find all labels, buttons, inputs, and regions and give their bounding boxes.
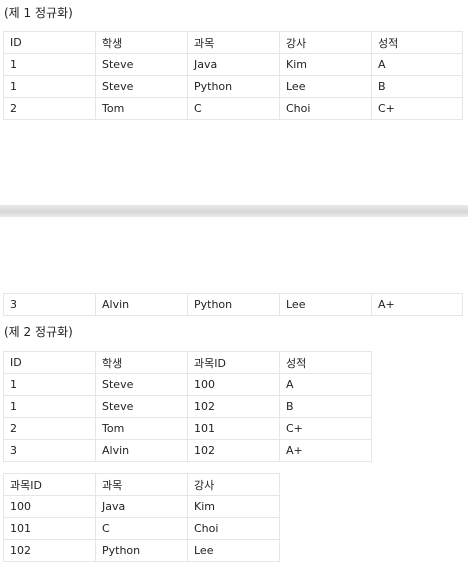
table-cell: Steve xyxy=(95,75,188,98)
table-cell: 102 xyxy=(187,439,280,462)
table-cell: 1 xyxy=(3,373,96,396)
second-normal-form-grades-table: ID 학생 과목ID 성적 1 Steve 100 A 1 Steve 102 … xyxy=(3,351,372,462)
table-cell: 102 xyxy=(187,395,280,418)
table-cell: 2 xyxy=(3,97,96,120)
table-cell: Tom xyxy=(95,97,188,120)
second-normal-form-course-table: 과목ID 과목 강사 100 Java Kim 101 C Choi 102 P… xyxy=(3,473,280,562)
first-normal-form-heading: (제 1 정규화) xyxy=(4,6,73,20)
table-cell: Java xyxy=(187,53,280,76)
header-cell-student: 학생 xyxy=(95,351,188,374)
table-cell: B xyxy=(279,395,372,418)
table-cell: Alvin xyxy=(95,439,188,462)
table-cell: 1 xyxy=(3,395,96,418)
table-cell: Choi xyxy=(279,97,372,120)
header-cell-grade: 성적 xyxy=(371,31,463,54)
header-cell-course-id: 과목ID xyxy=(187,351,280,374)
table-row: 1 Steve Java Kim A xyxy=(3,53,463,76)
table-cell: Steve xyxy=(95,373,188,396)
table-cell: Python xyxy=(187,293,280,316)
table-row: 3 Alvin Python Lee A+ xyxy=(3,293,463,316)
table-cell: Steve xyxy=(95,53,188,76)
header-cell-id: ID xyxy=(3,351,96,374)
table-cell: A xyxy=(371,53,463,76)
table-cell: 100 xyxy=(3,495,96,518)
table-row: 102 Python Lee xyxy=(3,539,280,562)
table-cell: Lee xyxy=(187,539,280,562)
table-header-row: ID 학생 과목 강사 성적 xyxy=(3,31,463,54)
header-cell-instructor: 강사 xyxy=(279,31,372,54)
header-cell-course: 과목 xyxy=(95,473,188,496)
table-cell: Tom xyxy=(95,417,188,440)
header-cell-instructor: 강사 xyxy=(187,473,280,496)
table-row: 101 C Choi xyxy=(3,517,280,540)
header-cell-course-id: 과목ID xyxy=(3,473,96,496)
table-header-row: 과목ID 과목 강사 xyxy=(3,473,280,496)
header-cell-student: 학생 xyxy=(95,31,188,54)
table-cell: Kim xyxy=(279,53,372,76)
table-cell: 2 xyxy=(3,417,96,440)
header-cell-course: 과목 xyxy=(187,31,280,54)
table-row: 2 Tom C Choi C+ xyxy=(3,97,463,120)
header-cell-id: ID xyxy=(3,31,96,54)
table-cell: A+ xyxy=(371,293,463,316)
table-cell: 3 xyxy=(3,439,96,462)
table-row: 2 Tom 101 C+ xyxy=(3,417,372,440)
table-cell: Steve xyxy=(95,395,188,418)
table-cell: C xyxy=(187,97,280,120)
table-cell: A+ xyxy=(279,439,372,462)
table-cell: Lee xyxy=(279,75,372,98)
table-cell: 102 xyxy=(3,539,96,562)
table-cell: 101 xyxy=(3,517,96,540)
table-cell: 3 xyxy=(3,293,96,316)
table-cell: Python xyxy=(187,75,280,98)
table-row: 1 Steve 102 B xyxy=(3,395,372,418)
table-cell: 100 xyxy=(187,373,280,396)
second-normal-form-heading: (제 2 정규화) xyxy=(4,325,73,339)
page-break-divider xyxy=(0,205,468,217)
table-cell: Python xyxy=(95,539,188,562)
table-cell: 101 xyxy=(187,417,280,440)
table-cell: B xyxy=(371,75,463,98)
table-cell: Kim xyxy=(187,495,280,518)
table-cell: C+ xyxy=(279,417,372,440)
first-normal-form-table: ID 학생 과목 강사 성적 1 Steve Java Kim A 1 Stev… xyxy=(3,31,463,120)
table-cell: Alvin xyxy=(95,293,188,316)
table-row: 100 Java Kim xyxy=(3,495,280,518)
table-cell: C xyxy=(95,517,188,540)
table-cell: A xyxy=(279,373,372,396)
table-row: 1 Steve 100 A xyxy=(3,373,372,396)
table-cell: Lee xyxy=(279,293,372,316)
header-cell-grade: 성적 xyxy=(279,351,372,374)
table-row: 1 Steve Python Lee B xyxy=(3,75,463,98)
table-row: 3 Alvin 102 A+ xyxy=(3,439,372,462)
table-cell: Java xyxy=(95,495,188,518)
table-cell: 1 xyxy=(3,53,96,76)
table-cell: C+ xyxy=(371,97,463,120)
table-cell: 1 xyxy=(3,75,96,98)
table-cell: Choi xyxy=(187,517,280,540)
first-normal-form-table-continued: 3 Alvin Python Lee A+ xyxy=(3,293,463,316)
table-header-row: ID 학생 과목ID 성적 xyxy=(3,351,372,374)
